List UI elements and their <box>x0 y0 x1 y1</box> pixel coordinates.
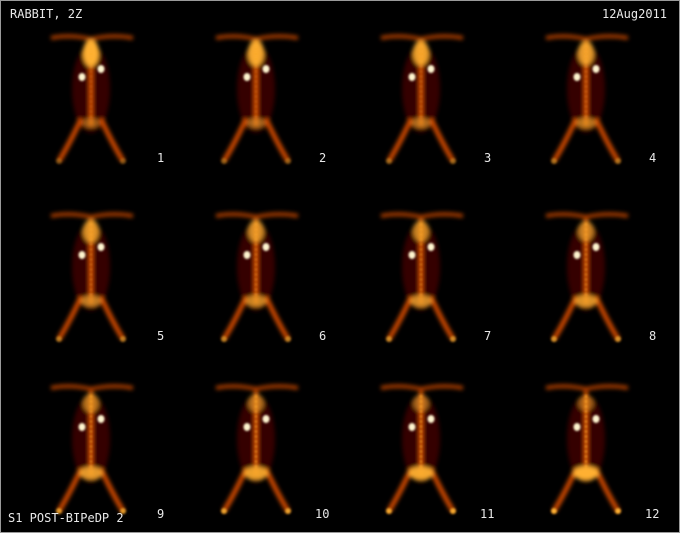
frame-number: 3 <box>484 151 492 165</box>
rabbit-scan-image <box>380 384 464 514</box>
rabbit-scan-image <box>545 34 629 164</box>
frame-number: 10 <box>315 507 330 521</box>
frame-number: 12 <box>645 507 660 521</box>
frame-number: 4 <box>649 151 657 165</box>
frame-number: 6 <box>319 329 327 343</box>
frame-number: 2 <box>319 151 327 165</box>
rabbit-scan-image <box>380 34 464 164</box>
rabbit-scan-image <box>215 384 299 514</box>
image-frame[interactable]: 7 <box>339 179 504 354</box>
series-label: S1 POST-BIPeDP 2 <box>8 511 124 525</box>
study-date: 12Aug2011 <box>601 7 667 21</box>
image-frame[interactable]: 9 <box>9 351 174 526</box>
image-frame[interactable]: 6 <box>174 179 339 354</box>
image-frame[interactable]: 12 <box>504 351 669 526</box>
rabbit-scan-image <box>50 212 134 342</box>
rabbit-scan-image <box>50 34 134 164</box>
rabbit-scan-image <box>215 34 299 164</box>
rabbit-scan-image <box>545 212 629 342</box>
frame-number: 1 <box>157 151 165 165</box>
image-frame[interactable]: 10 <box>174 351 339 526</box>
frame-number: 7 <box>484 329 492 343</box>
rabbit-scan-image <box>545 384 629 514</box>
frame-number: 11 <box>480 507 495 521</box>
rabbit-scan-image <box>50 384 134 514</box>
frame-number: 5 <box>157 329 165 343</box>
image-frame[interactable]: 5 <box>9 179 174 354</box>
image-frame[interactable]: 11 <box>339 351 504 526</box>
rabbit-scan-image <box>380 212 464 342</box>
image-frame[interactable]: 1 <box>9 1 174 176</box>
study-title: RABBIT, 2Z <box>10 7 83 21</box>
frame-number: 8 <box>649 329 657 343</box>
rabbit-scan-image <box>215 212 299 342</box>
image-frame[interactable]: 3 <box>339 1 504 176</box>
image-frame[interactable]: 4 <box>504 1 669 176</box>
image-frame[interactable]: 2 <box>174 1 339 176</box>
image-frame[interactable]: 8 <box>504 179 669 354</box>
frame-number: 9 <box>157 507 165 521</box>
